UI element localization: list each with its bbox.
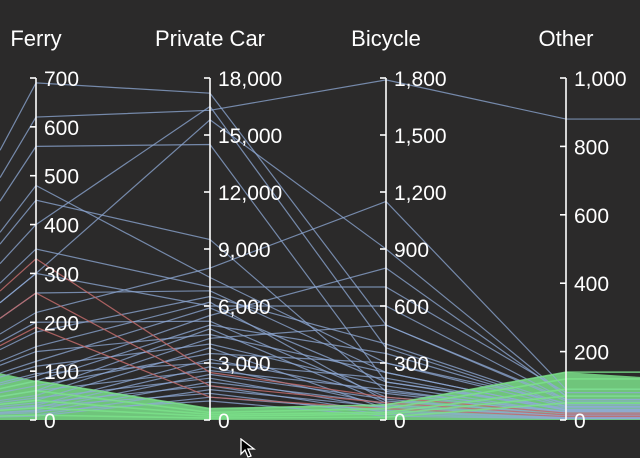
tick-label: 700: [44, 68, 79, 91]
series-line: [0, 295, 640, 406]
tick-label: 300: [44, 263, 79, 286]
series-line: [0, 82, 640, 401]
axis-title: Private Car: [155, 26, 265, 51]
tick-label: 1,200: [394, 182, 447, 205]
series-line: [0, 362, 640, 412]
tick-label: 600: [44, 117, 79, 140]
series-line: [0, 258, 640, 414]
tick-label: 12,000: [218, 182, 282, 205]
axis-ferry[interactable]: Ferry 0 100 200 300 400 500 600 700: [10, 26, 79, 433]
tick-label: 0: [218, 410, 230, 433]
series-line: [0, 388, 640, 416]
series-line: [0, 343, 640, 414]
tick-label: 100: [44, 361, 79, 384]
tick-label: 0: [574, 410, 586, 433]
series-line: [0, 292, 640, 416]
tick-label: 3,000: [218, 353, 271, 376]
series-line: [0, 381, 640, 417]
tick-label: 600: [574, 205, 609, 228]
series-line: [0, 320, 640, 413]
series-line: [0, 396, 640, 419]
tick-label: 400: [574, 273, 609, 296]
series-line: [0, 248, 640, 394]
series-line: [0, 358, 640, 415]
axis-other[interactable]: Other 0 200 400 600 800 1,000: [538, 26, 626, 433]
tick-label: 200: [44, 312, 79, 335]
mouse-cursor-icon: [240, 438, 256, 458]
axis-title: Ferry: [10, 26, 61, 51]
tick-label: 1,800: [394, 68, 447, 91]
series-line: [0, 371, 640, 410]
tick-label: 600: [394, 296, 429, 319]
tick-label: 15,000: [218, 125, 282, 148]
tick-label: 1,000: [574, 68, 627, 91]
series-line: [0, 326, 640, 418]
axis-title: Bicycle: [351, 26, 421, 51]
tick-label: 1,500: [394, 125, 447, 148]
tick-label: 6,000: [218, 296, 271, 319]
series-line: [0, 402, 640, 419]
axis-title: Other: [538, 26, 593, 51]
series-line: [0, 272, 640, 401]
series-line: [0, 395, 640, 418]
series-line: [0, 400, 640, 420]
tick-label: 400: [44, 215, 79, 238]
axis-bicycle[interactable]: Bicycle 0 300 600 900 1,200 1,500 1,800: [351, 26, 446, 433]
tick-label: 200: [574, 342, 609, 365]
series-line: [0, 333, 640, 411]
axis-private-car[interactable]: Private Car 0 3,000 6,000 9,000 12,000 15,000 1…: [155, 26, 282, 433]
tick-label: 300: [394, 353, 429, 376]
tick-label: 18,000: [218, 68, 282, 91]
series-lines: [0, 79, 640, 420]
series-line: [0, 307, 640, 409]
tick-label: 9,000: [218, 239, 271, 262]
axes: Ferry 0 100 200 300 400 500 600 700 Private Car 0 3…: [10, 26, 626, 433]
series-line: [0, 324, 640, 402]
series-line: [0, 352, 640, 408]
tick-label: 0: [44, 410, 56, 433]
tick-label: 800: [574, 136, 609, 159]
series-line: [0, 378, 640, 414]
series-line: [0, 79, 640, 178]
tick-label: 500: [44, 166, 79, 189]
tick-label: 900: [394, 239, 429, 262]
tick-label: 0: [394, 410, 406, 433]
